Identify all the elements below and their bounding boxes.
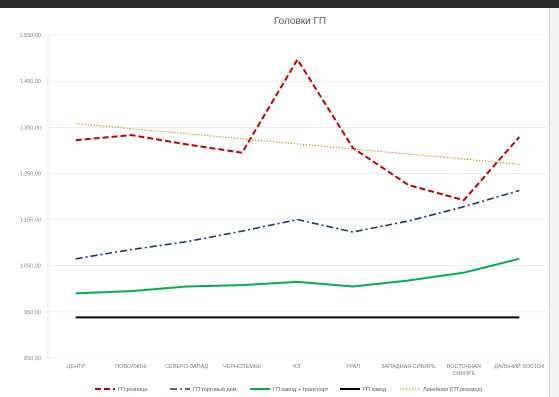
series-lines xyxy=(75,58,521,319)
legend: ГП розница ГП торговый дом ГП завод + тран… xyxy=(95,386,483,393)
y-tick-label: 1.350,00 xyxy=(20,125,41,131)
y-tick-label: 850,00 xyxy=(24,356,41,362)
x-tick-label: ЦЕНТР xyxy=(66,364,85,370)
y-tick-label: 950,00 xyxy=(24,310,41,316)
y-tick-label: 1.050,00 xyxy=(20,264,41,270)
y-tick-label: 1.550,00 xyxy=(20,33,41,39)
x-tick-label: ДАЛЬНИЙ ВОСТОК xyxy=(494,362,545,370)
legend-label: Линейная (ГП розница) xyxy=(423,386,483,393)
chart-title: Головки ГП xyxy=(274,16,326,27)
x-tick-label: ЗАПАДНАЯ СИБИРЬ xyxy=(381,364,436,370)
legend-label: ГП розница xyxy=(118,387,148,393)
x-tick-label: ВОСТОЧНАЯ СИБИРЬ xyxy=(447,364,481,377)
x-tick-label: УРАЛ xyxy=(346,364,361,370)
legend-label: ГП торговый дом xyxy=(193,386,237,393)
x-tick-label: ЮГ xyxy=(293,364,302,370)
y-tick-label: 1.450,00 xyxy=(20,79,41,85)
x-tick-label: СЕВЕРО-ЗАПАД xyxy=(165,364,208,370)
legend-label: ГП завод + транспорт xyxy=(273,387,329,393)
right-edge-strip xyxy=(550,8,559,397)
x-axis-ticks: ЦЕНТР ПОВОЛЖЬЕ СЕВЕРО-ЗАПАД ЧЕРНОЗЕМЬЕ ЮГ УРА… xyxy=(66,362,545,377)
y-tick-label: 1.150,00 xyxy=(20,218,41,224)
y-axis-ticks: 850,00 950,00 1.050,00 1.150,00 1.250,00 1.35… xyxy=(20,33,41,362)
x-tick-label: ЧЕРНОЗЕМЬЕ xyxy=(223,364,261,370)
series-line xyxy=(75,58,521,202)
x-tick-label: ПОВОЛЖЬЕ xyxy=(115,364,147,370)
gridlines xyxy=(47,34,547,359)
series-line xyxy=(75,257,520,295)
window-top-bar xyxy=(0,0,559,8)
legend-label: ГП завод xyxy=(363,387,387,393)
chart-frame xyxy=(0,8,550,397)
series-line xyxy=(75,123,520,165)
series-line xyxy=(75,189,520,260)
y-tick-label: 1.250,00 xyxy=(20,171,41,177)
